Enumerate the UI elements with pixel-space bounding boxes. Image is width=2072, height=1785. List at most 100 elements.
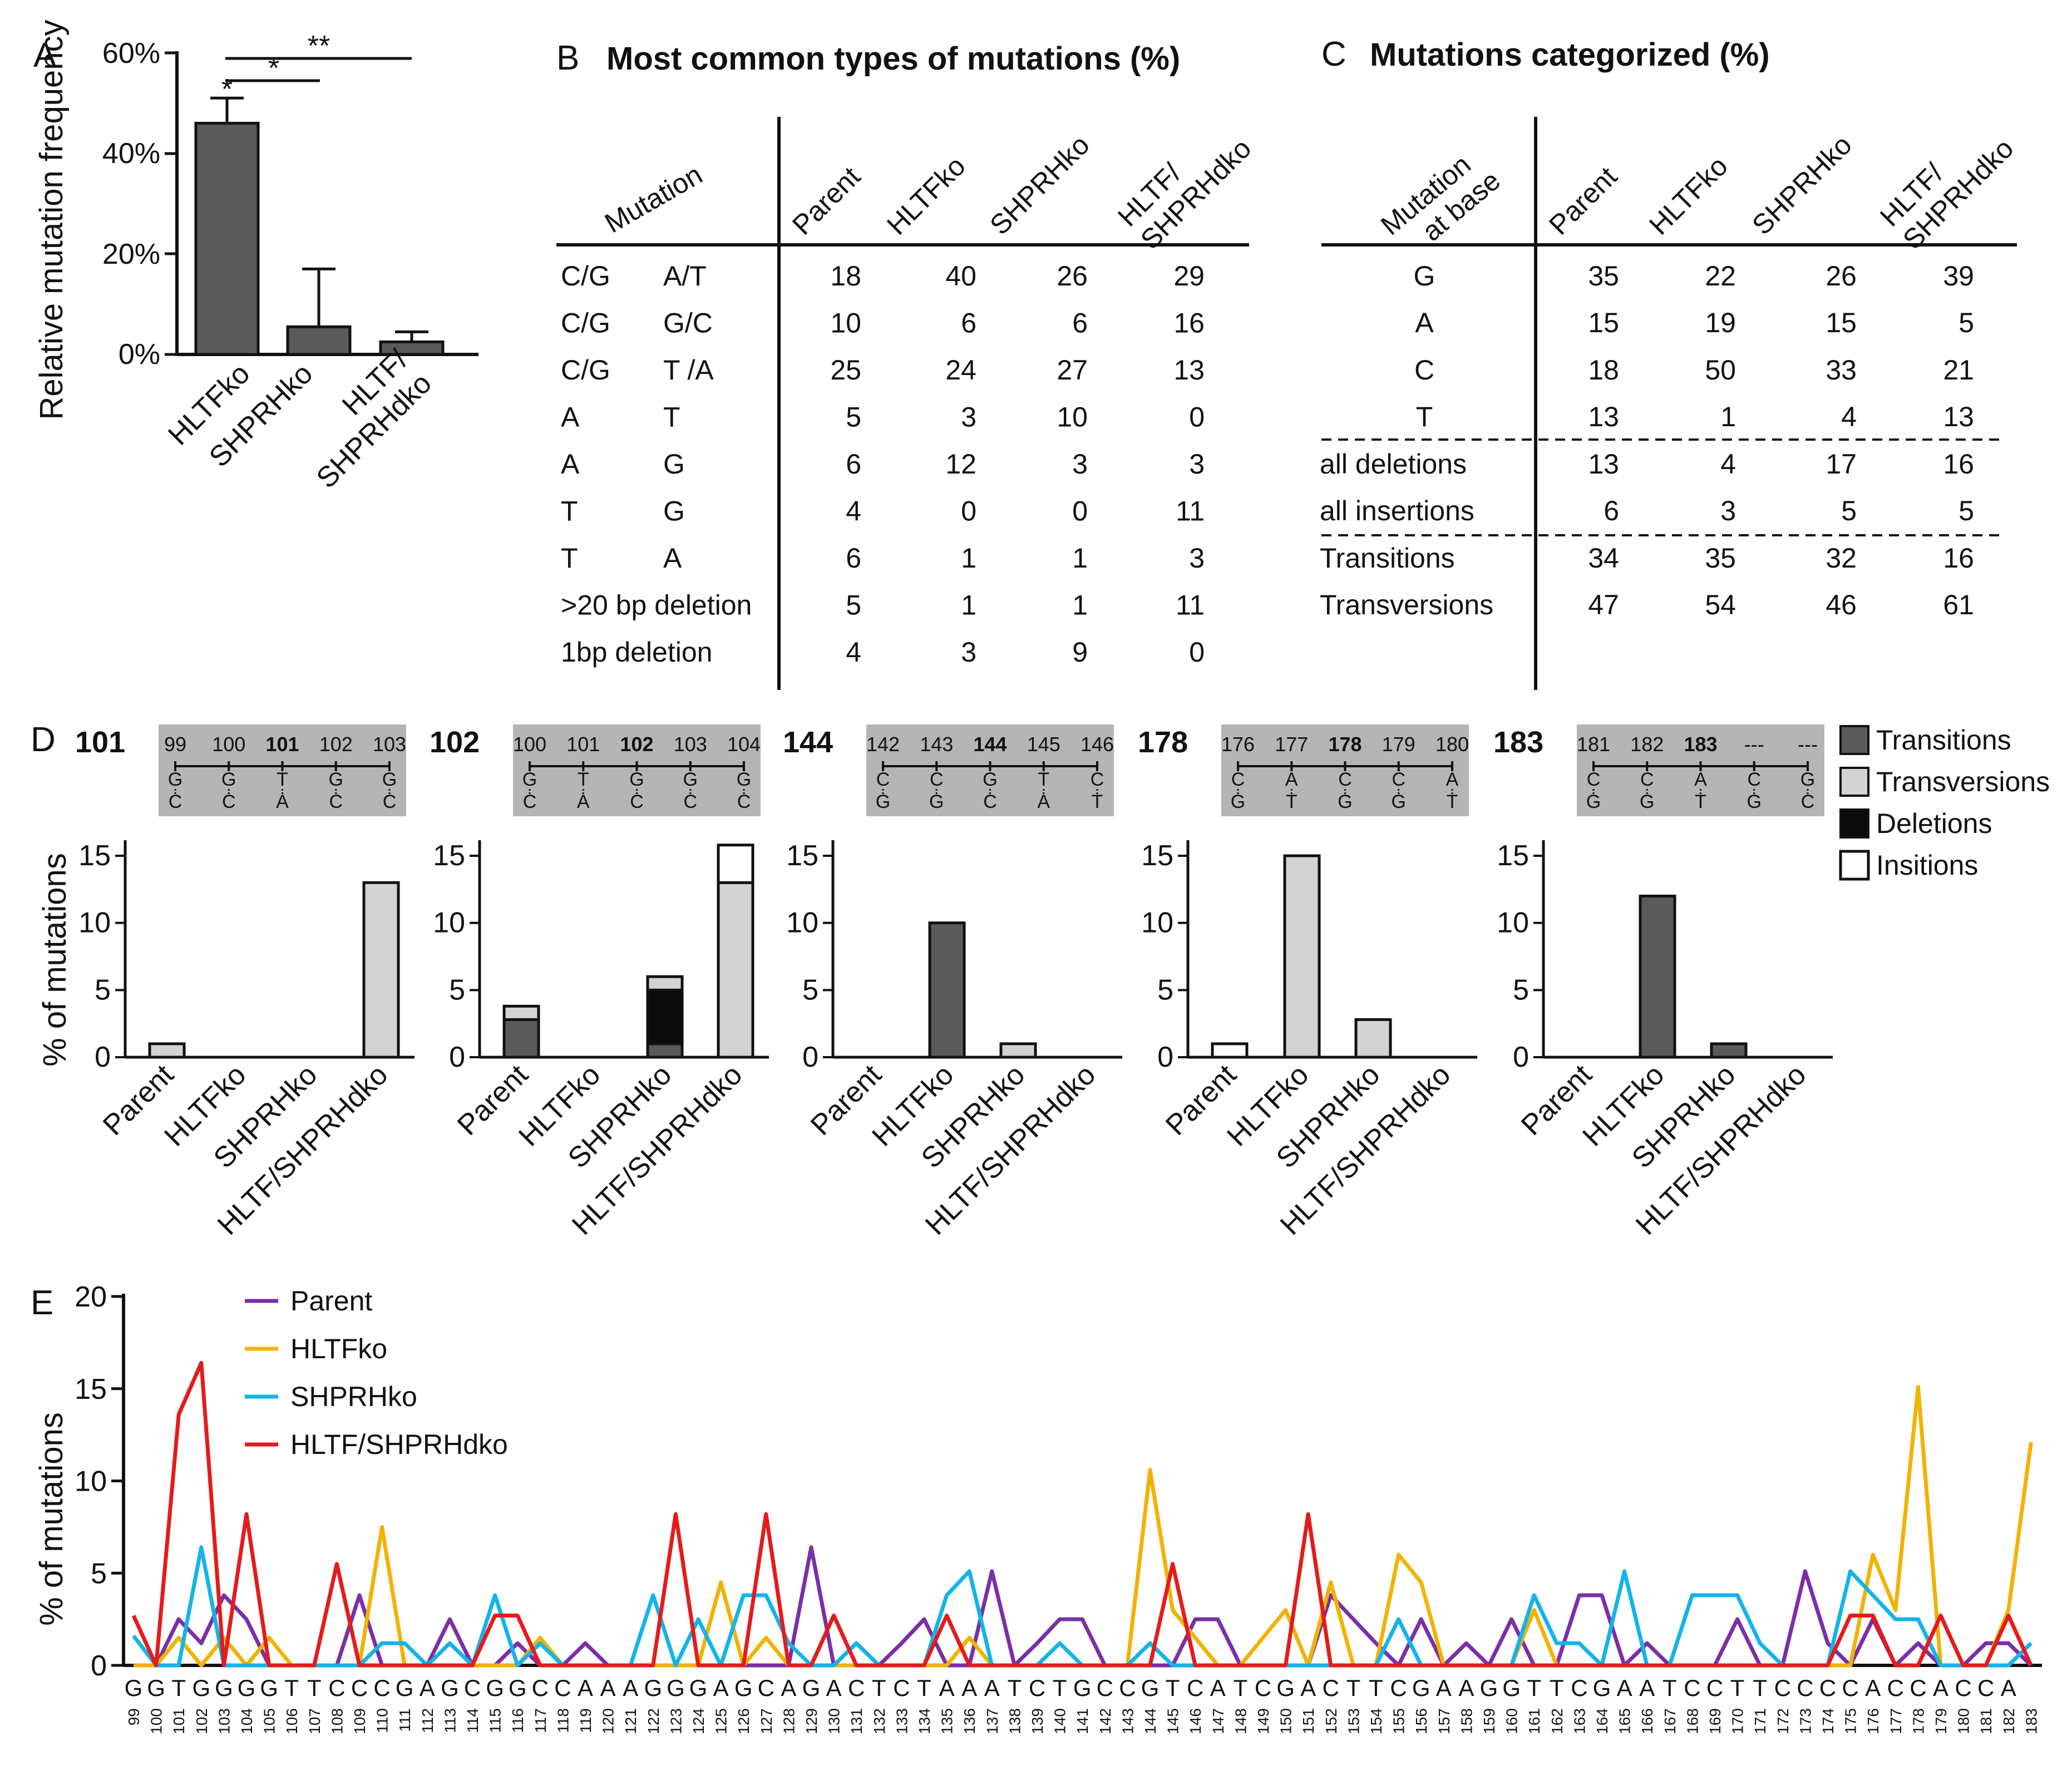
panel-b-cell: 3 [961,637,976,668]
sequence-number: 101 [265,733,299,756]
sequence-number: 142 [866,733,900,756]
panel-d-bar-transversions [646,975,684,992]
sequence-base: G [1480,1675,1498,1701]
panel-d-bar-transversions [999,1042,1037,1059]
panel-c-row-label: all insertions [1320,495,1474,526]
panel-e-legend: Parent HLTFko SHPRHko HLTF/SHPRHdko [245,1285,508,1460]
sequence-base-bottom: T [1092,791,1103,812]
position-number: 132 [871,1708,888,1734]
sequence-number: 103 [674,733,707,756]
sequence-base: A [1617,1675,1632,1701]
panel-b-row-target: G/C [663,308,713,339]
panel-d-bar-deletions [646,988,684,1046]
panel-c-cell: 17 [1826,448,1857,480]
position-number: 151 [1300,1708,1317,1734]
panel-b-cell: 13 [1173,354,1205,386]
panel-a-letter: A [33,36,57,75]
panel-d-ytick-label: 0 [802,1041,818,1073]
panel-c-cell: 39 [1943,260,1974,292]
sequence-number: 103 [373,733,406,756]
sequence-base: A [420,1675,435,1701]
sequence-base: T [1662,1675,1677,1701]
panel-d-bar-transversions [1354,1018,1392,1059]
panel-c-cell: 32 [1826,543,1857,574]
position-number: 104 [238,1708,255,1734]
position-number: 146 [1187,1708,1204,1734]
sequence-base: C [1955,1675,1971,1701]
panel-b-cell: 24 [945,354,976,386]
position-number: 139 [1029,1708,1046,1734]
sequence-number: 101 [566,733,600,756]
panel-a-ylabel: Relative mutation frequency [33,20,70,420]
sequence-base: A [623,1675,638,1701]
sig-star: * [221,73,233,106]
panel-d-ytick-label: 15 [786,840,818,872]
sequence-base-bottom: G [1586,791,1601,812]
sequence-base: A [1933,1675,1948,1701]
panel-b-cell: 11 [1176,496,1205,527]
sequence-base: G [509,1675,527,1701]
legend-swatch-transitions [1839,725,1869,755]
panel-d-bar-transitions [502,1018,540,1059]
sequence-base: G [486,1675,504,1701]
position-number: 99 [125,1708,142,1725]
legend-swatch-transversions [1839,767,1869,797]
sequence-base: A [1210,1675,1226,1701]
panel-b-row-label: C/G [561,354,610,386]
sequence-base: C [1390,1675,1407,1701]
sequence-base: G [802,1675,821,1701]
panel-d-letter: D [31,721,56,759]
sequence-base: A [961,1675,977,1701]
panel-a-significance: * * ** [221,30,412,106]
sequence-base: C [848,1675,865,1701]
sequence-base: C [1774,1675,1791,1701]
panel-b-cell: 6 [961,308,976,339]
sequence-base-bottom: G [1338,791,1352,812]
position-number: 180 [1955,1708,1972,1734]
position-number: 100 [148,1708,165,1734]
panel-d-bar-transitions [1710,1042,1748,1059]
sequence-number: 181 [1577,733,1610,756]
position-number: 177 [1887,1708,1905,1734]
sequence-base-bottom: T [1447,791,1458,812]
sequence-base: C [554,1675,571,1701]
position-number: 127 [758,1708,775,1734]
sequence-base: T [917,1675,931,1701]
sequence-base-bottom: T [1695,791,1706,812]
sequence-number: 146 [1081,733,1114,756]
panel-c-cell: 13 [1588,448,1619,480]
panel-b-cell: 6 [846,448,861,480]
sequence-number: 102 [620,733,653,756]
sequence-base: G [1141,1675,1160,1701]
position-number: 131 [848,1708,865,1734]
sequence-base: T [1369,1675,1383,1701]
sequence-number: 180 [1435,733,1469,756]
panel-a-bar [379,340,445,356]
sequence-number: 177 [1275,733,1308,756]
panel-c-row-label: G [1414,260,1435,292]
panel-b-cell: 16 [1173,308,1205,339]
sequence-base-bottom: A [276,791,289,812]
position-number: 164 [1594,1708,1611,1734]
position-number: 161 [1526,1708,1543,1734]
panel-b-row-label: >20 bp deletion [561,590,752,621]
position-number: 135 [939,1708,956,1734]
panel-c-cell: 46 [1826,589,1857,620]
sequence-number: 143 [920,733,953,756]
sequence-number: 104 [727,733,761,756]
panel-b-cell: 5 [846,590,861,621]
sequence-number: 183 [1684,733,1717,756]
position-number: 128 [780,1708,797,1734]
panel-b-cell: 3 [1072,448,1088,480]
sequence-base: A [781,1675,796,1701]
panel-b-cell: 3 [961,402,976,433]
position-number: 138 [1006,1708,1023,1734]
panel-e-xlabels: G99G100T101G102G103G104G105T106T107C108C… [125,1675,2040,1734]
panel-b-row-target: G [663,448,685,480]
panel-c-cell: 16 [1943,448,1974,480]
legend-label: HLTFko [290,1333,387,1364]
sequence-base: G [1073,1675,1092,1701]
sequence-base: G [125,1675,143,1701]
panel-c-cell: 19 [1705,307,1736,338]
legend-swatch-insertions [1839,850,1870,881]
